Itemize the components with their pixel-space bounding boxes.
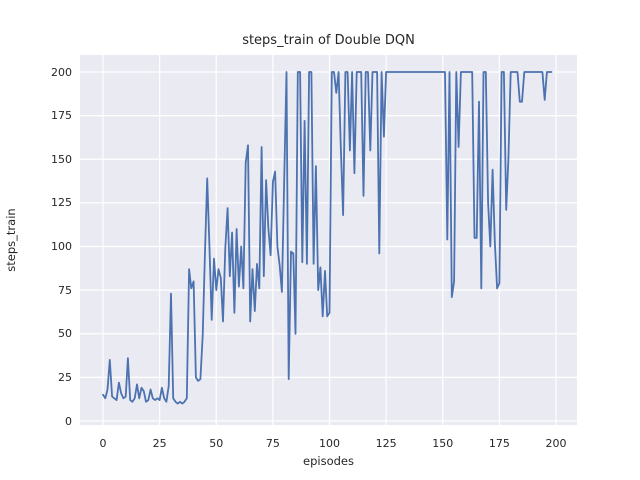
x-tick-label: 100 bbox=[319, 437, 340, 450]
x-tick-label: 175 bbox=[488, 437, 510, 450]
y-tick-label: 175 bbox=[51, 109, 72, 123]
y-tick-label: 150 bbox=[51, 152, 72, 166]
y-tick-label: 50 bbox=[58, 327, 72, 341]
y-tick-label: 0 bbox=[65, 414, 72, 428]
y-tick-label: 25 bbox=[58, 370, 72, 384]
chart-title: steps_train of Double DQN bbox=[242, 33, 415, 48]
x-axis-label: episodes bbox=[303, 454, 354, 468]
line-chart bbox=[80, 55, 577, 425]
series-steps_train bbox=[102, 71, 553, 405]
y-tick-label: 75 bbox=[58, 283, 72, 297]
x-tick-label: 0 bbox=[99, 437, 107, 450]
x-tick-label: 50 bbox=[209, 437, 224, 450]
y-tick-label: 100 bbox=[51, 240, 72, 253]
plot-area bbox=[80, 55, 577, 425]
y-tick-label: 125 bbox=[51, 196, 72, 210]
x-tick-label: 200 bbox=[545, 437, 567, 450]
y-tick-label: 200 bbox=[51, 65, 72, 79]
x-tick-label: 150 bbox=[432, 437, 454, 450]
x-tick-label: 125 bbox=[375, 437, 397, 450]
x-tick-label: 75 bbox=[265, 437, 280, 450]
x-tick-label: 25 bbox=[152, 437, 167, 450]
